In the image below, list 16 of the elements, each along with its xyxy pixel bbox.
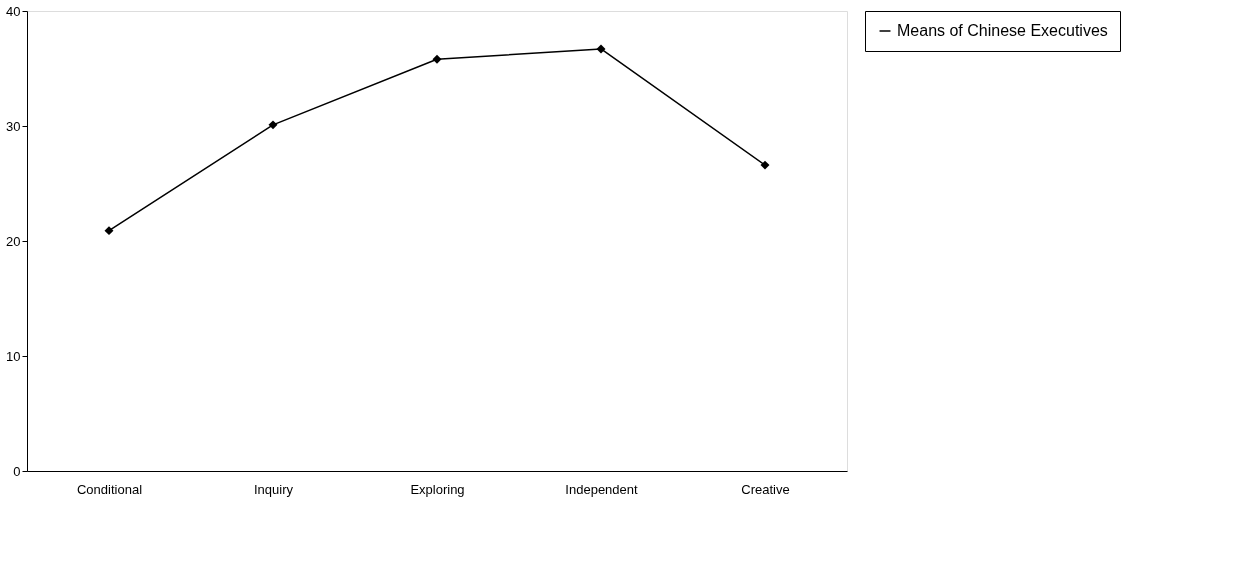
y-tick-label: 30 xyxy=(6,118,21,134)
x-tick-label: Independent xyxy=(565,481,639,497)
x-tick-label: Creative xyxy=(741,481,790,497)
point xyxy=(760,160,770,170)
y-tick-label: 20 xyxy=(6,233,21,249)
y-tick-label: 40 xyxy=(6,3,21,19)
y-tick-label: 0 xyxy=(13,463,21,479)
x-tick-label: Exploring xyxy=(410,481,465,497)
x-tick-label: Conditional xyxy=(76,481,143,497)
point xyxy=(596,44,606,54)
y-tick-label: 10 xyxy=(6,348,21,364)
point xyxy=(104,226,114,236)
legend-label: Means of Chinese Executives xyxy=(897,22,1108,39)
x-tick-label: Inquiry xyxy=(253,481,294,497)
point xyxy=(432,54,442,64)
point xyxy=(268,120,278,130)
